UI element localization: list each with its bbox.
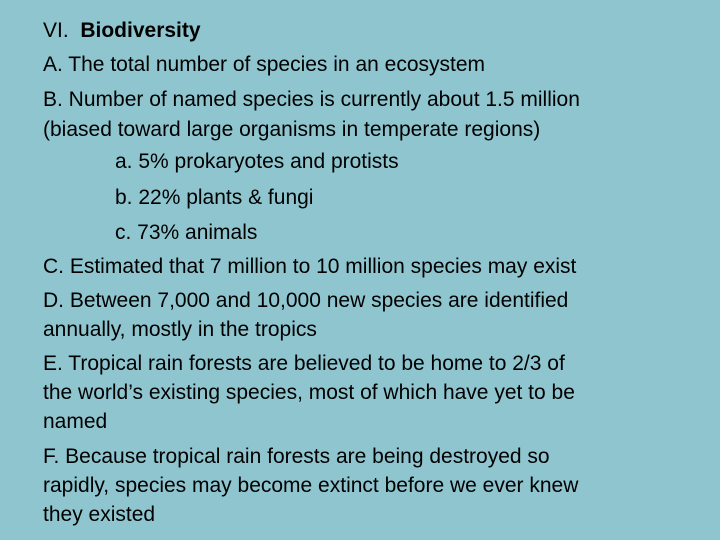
item-c: C. Estimated that 7 million to 10 millio… [43, 255, 577, 278]
heading-title: Biodiversity [80, 19, 201, 42]
item-d: D. Between 7,000 and 10,000 new species … [43, 289, 569, 312]
item-f: F. Because tropical rain forests are bei… [43, 445, 550, 468]
heading-prefix: VI. [43, 19, 69, 42]
item-e-continuation-2: named [43, 410, 108, 433]
item-a: A. The total number of species in an eco… [43, 53, 486, 76]
item-f-continuation-1: rapidly, species may become extinct befo… [43, 474, 579, 497]
item-b-sub-a: a. 5% prokaryotes and protists [115, 150, 399, 173]
item-f-continuation-2: they existed [43, 503, 156, 526]
item-b-sub-b: b. 22% plants & fungi [115, 186, 314, 209]
item-b-continuation: (biased toward large organisms in temper… [43, 118, 541, 141]
item-e: E. Tropical rain forests are believed to… [43, 352, 565, 375]
item-b-sub-c: c. 73% animals [115, 221, 258, 244]
slide-heading: VI. Biodiversity [43, 19, 201, 43]
item-b: B. Number of named species is currently … [43, 88, 580, 111]
item-d-continuation: annually, mostly in the tropics [43, 318, 317, 341]
item-e-continuation-1: the world’s existing species, most of wh… [43, 381, 575, 404]
